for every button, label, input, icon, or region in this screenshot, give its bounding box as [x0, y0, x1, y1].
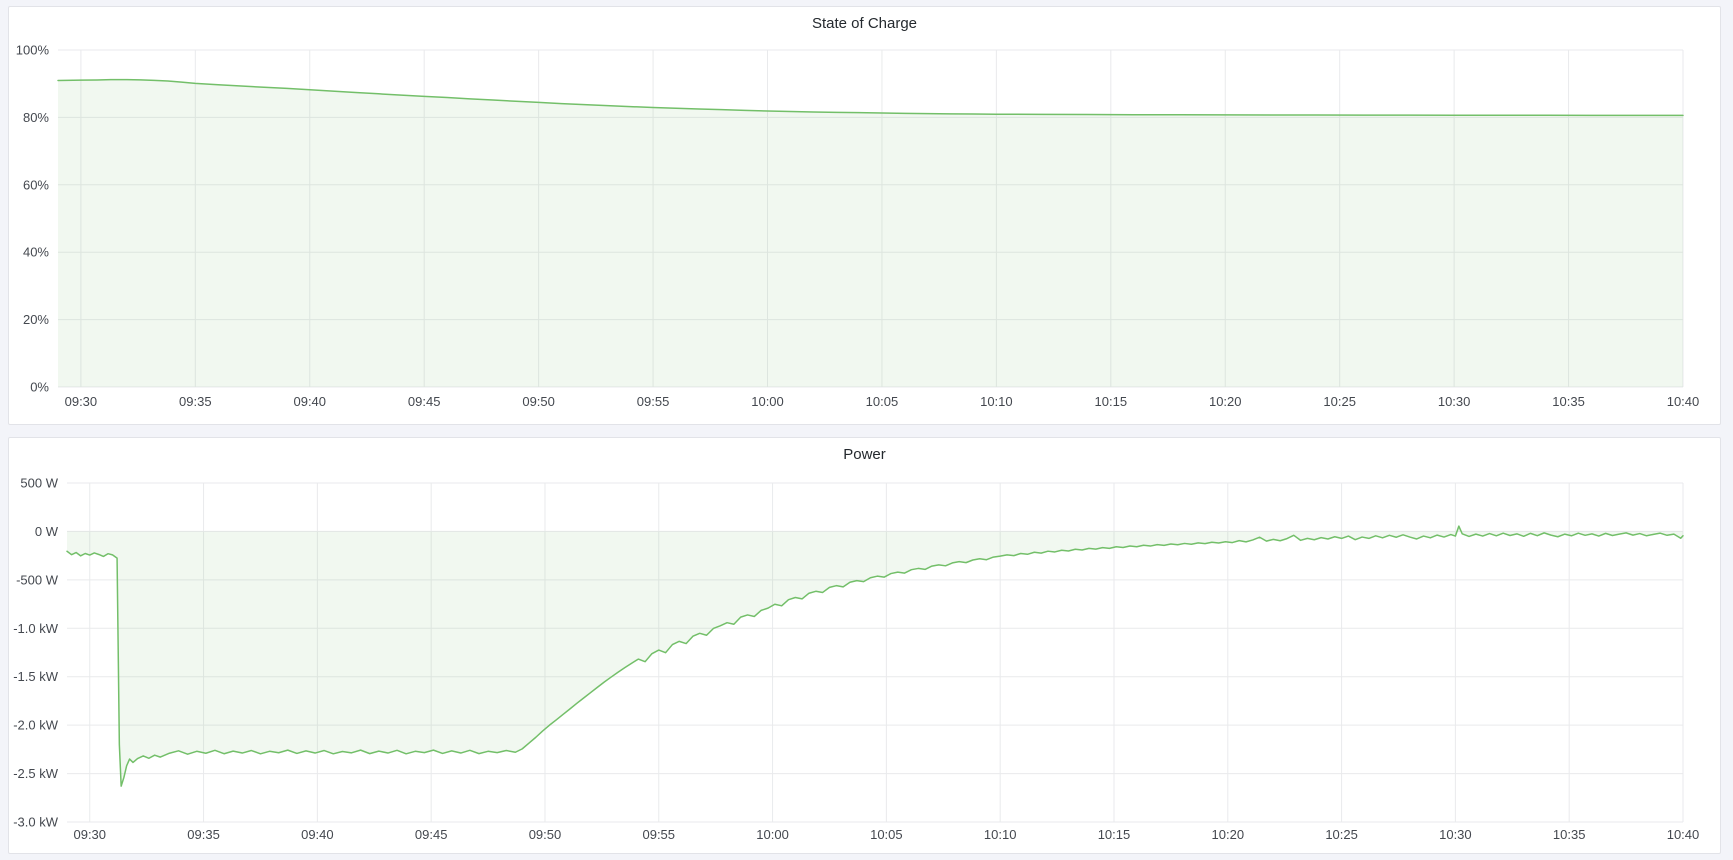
y-axis-tick-label: 20% [23, 312, 49, 327]
x-axis-tick-label: 10:30 [1439, 827, 1472, 842]
x-axis-tick-label: 10:10 [980, 394, 1013, 409]
x-axis-tick-label: 10:35 [1553, 827, 1586, 842]
y-axis-tick-label: 60% [23, 177, 49, 192]
x-axis-tick-label: 10:00 [751, 394, 784, 409]
x-axis-tick-label: 09:55 [642, 827, 675, 842]
x-axis-tick-label: 10:30 [1438, 394, 1471, 409]
x-axis-tick-label: 10:40 [1667, 827, 1700, 842]
series-line [66, 525, 1684, 787]
x-axis-tick-label: 10:40 [1667, 394, 1700, 409]
soc-panel: State of Charge 09:30 09:35 09:40 09:45 09:5… [8, 6, 1721, 425]
x-axis-tick-label: 09:35 [187, 827, 220, 842]
x-axis-tick-label: 09:55 [637, 394, 670, 409]
x-axis-tick-label: 10:00 [756, 827, 789, 842]
power-panel-title[interactable]: Power [843, 446, 886, 463]
x-axis-tick-label: 10:25 [1323, 394, 1356, 409]
y-axis-tick-label: 40% [23, 245, 49, 260]
x-axis-tick-label: 09:30 [73, 827, 106, 842]
power-panel: Power 09:30 09:35 09:40 09:45 09:50 09:55 10:0… [8, 437, 1721, 854]
y-axis-tick-label: 0 W [35, 524, 59, 539]
y-axis-tick-label: 80% [23, 110, 49, 125]
x-axis-tick-label: 09:45 [408, 394, 441, 409]
y-axis-tick-label: -500 W [16, 572, 59, 587]
x-axis-tick-label: 10:35 [1552, 394, 1585, 409]
x-axis-tick-label: 09:40 [293, 394, 326, 409]
y-axis-tick-label: 100% [16, 43, 50, 58]
x-axis-tick-label: 09:30 [65, 394, 98, 409]
series-area [67, 526, 1683, 787]
y-axis-tick-label: -1.0 kW [13, 621, 59, 636]
soc-chart[interactable]: 09:30 09:35 09:40 09:45 09:50 09:55 10:00 10:05… [9, 7, 1720, 424]
x-axis-tick-label: 09:50 [522, 394, 555, 409]
x-axis-tick-label: 10:10 [984, 827, 1017, 842]
x-axis-tick-label: 09:50 [529, 827, 562, 842]
series-line [57, 78, 1684, 117]
x-axis-tick-label: 10:05 [866, 394, 899, 409]
x-axis-tick-label: 09:35 [179, 394, 212, 409]
series-area [58, 79, 1683, 387]
gridlines [67, 482, 1684, 823]
y-axis-tick-label: 500 W [20, 476, 58, 491]
soc-panel-title[interactable]: State of Charge [811, 15, 918, 32]
y-axis-tick-label: -2.5 kW [13, 766, 59, 781]
y-axis-tick-label: -1.5 kW [13, 669, 59, 684]
y-axis-tick-label: 0% [30, 380, 49, 395]
gridlines [58, 49, 1684, 388]
x-axis-tick-label: 09:45 [415, 827, 448, 842]
x-axis-tick-label: 10:25 [1325, 827, 1358, 842]
axis-tick-labels: 09:30 09:35 09:40 09:45 09:50 09:55 10:00 10:05… [16, 43, 1700, 410]
x-axis-tick-label: 10:20 [1212, 827, 1245, 842]
x-axis-tick-label: 10:15 [1095, 394, 1128, 409]
x-axis-tick-label: 10:15 [1098, 827, 1131, 842]
axis-tick-labels: 09:30 09:35 09:40 09:45 09:50 09:55 10:00 10:05… [13, 476, 1699, 843]
power-chart[interactable]: 09:30 09:35 09:40 09:45 09:50 09:55 10:00 10:05… [9, 438, 1720, 853]
y-axis-tick-label: -3.0 kW [13, 815, 59, 830]
x-axis-tick-label: 10:05 [870, 827, 903, 842]
x-axis-tick-label: 09:40 [301, 827, 334, 842]
x-axis-tick-label: 10:20 [1209, 394, 1242, 409]
y-axis-tick-label: -2.0 kW [13, 718, 59, 733]
